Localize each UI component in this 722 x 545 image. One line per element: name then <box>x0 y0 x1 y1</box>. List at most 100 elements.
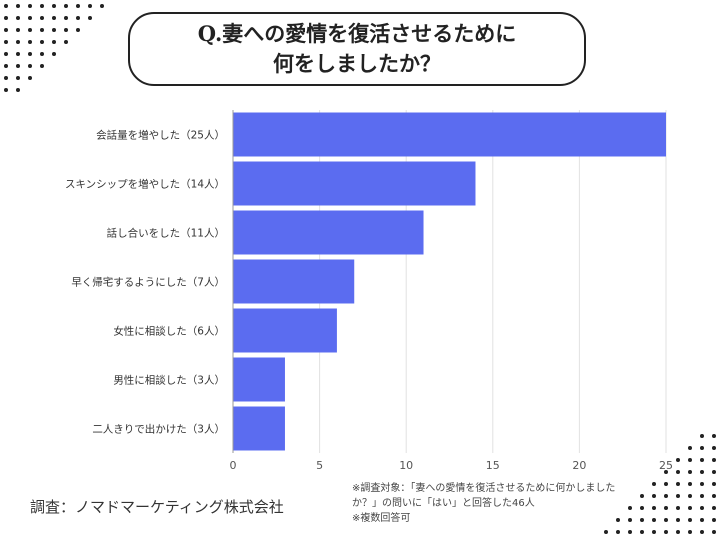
dot <box>652 494 656 498</box>
dot <box>640 494 644 498</box>
dot <box>712 482 716 486</box>
dot <box>64 28 68 32</box>
dot <box>4 52 8 56</box>
title-box: Q.妻への愛情を復活させるために 何をしましたか？ <box>128 12 586 86</box>
category-label: 早く帰宅するようにした（7人） <box>71 276 225 289</box>
survey-note: ※調査対象：「妻への愛情を復活させるために何かしました か？」の問いに「はい」と… <box>352 481 670 526</box>
survey-credit: 調査：ノマドマーケティング株式会社 <box>30 498 284 516</box>
x-tick-label: 25 <box>659 459 673 472</box>
bar <box>233 210 424 255</box>
dot <box>16 40 20 44</box>
dot <box>52 4 56 8</box>
dot <box>16 28 20 32</box>
dot <box>664 482 668 486</box>
dot <box>100 4 104 8</box>
note-line-2: か？」の問いに「はい」と回答した46人 <box>352 498 535 509</box>
dot <box>16 64 20 68</box>
dot <box>88 4 92 8</box>
dot <box>700 530 704 534</box>
dot <box>652 530 656 534</box>
dot <box>676 506 680 510</box>
dot <box>652 506 656 510</box>
dot <box>40 52 44 56</box>
dot <box>712 470 716 474</box>
dot <box>640 518 644 522</box>
dot <box>688 470 692 474</box>
title-line-1: Q.妻への愛情を復活させるために <box>197 21 517 46</box>
dot <box>700 446 704 450</box>
dot <box>40 16 44 20</box>
dot <box>676 494 680 498</box>
dot <box>16 4 20 8</box>
dot <box>688 458 692 462</box>
bar <box>233 406 285 451</box>
dot <box>40 4 44 8</box>
dot <box>628 518 632 522</box>
dot <box>28 64 32 68</box>
dot <box>688 446 692 450</box>
dot <box>4 28 8 32</box>
dot <box>676 458 680 462</box>
dot <box>604 530 608 534</box>
dot <box>688 494 692 498</box>
dot <box>676 530 680 534</box>
dot <box>688 482 692 486</box>
dot <box>40 28 44 32</box>
dot <box>652 518 656 522</box>
dot <box>64 16 68 20</box>
dot <box>664 470 668 474</box>
category-label: 男性に相談した（3人） <box>113 374 225 387</box>
category-label: 話し合いをした（11人） <box>107 227 225 240</box>
dot <box>64 4 68 8</box>
dot <box>664 494 668 498</box>
dot <box>712 518 716 522</box>
dot <box>16 16 20 20</box>
dot <box>688 530 692 534</box>
dot <box>640 506 644 510</box>
dot <box>88 16 92 20</box>
x-tick-label: 15 <box>486 459 500 472</box>
bar <box>233 308 337 353</box>
dot <box>640 530 644 534</box>
dot <box>628 506 632 510</box>
dot <box>712 446 716 450</box>
bar <box>233 161 476 206</box>
dot <box>52 28 56 32</box>
dot <box>76 16 80 20</box>
dot <box>712 434 716 438</box>
dot <box>28 4 32 8</box>
note-line-3: ※複数回答可 <box>352 513 411 524</box>
category-label: 二人きりで出かけた（3人） <box>92 423 225 436</box>
dot <box>52 16 56 20</box>
category-label: 会話量を増やした（25人） <box>96 129 225 142</box>
dot <box>628 530 632 534</box>
dot <box>700 494 704 498</box>
dot <box>676 518 680 522</box>
dot-pattern-bottom-right <box>604 434 716 534</box>
category-label: 女性に相談した（6人） <box>113 325 225 338</box>
dot <box>4 16 8 20</box>
dot <box>616 518 620 522</box>
dot <box>64 40 68 44</box>
dot <box>4 40 8 44</box>
dot <box>664 506 668 510</box>
bar <box>233 112 666 157</box>
bar <box>233 259 355 304</box>
dot <box>688 506 692 510</box>
dot <box>700 434 704 438</box>
dot <box>16 76 20 80</box>
dot <box>700 518 704 522</box>
dot <box>700 458 704 462</box>
bar <box>233 357 285 402</box>
dot <box>664 518 668 522</box>
dot <box>40 40 44 44</box>
bar-chart: 0 5 10 15 20 25 会話量を増やした（25人） スキンシップを増やした（14人） 話… <box>65 110 673 472</box>
dot-pattern-top-left <box>4 4 104 92</box>
dot <box>4 88 8 92</box>
dot <box>676 482 680 486</box>
title-line-2: 何をしましたか？ <box>273 51 441 76</box>
dot <box>76 4 80 8</box>
dot <box>688 518 692 522</box>
dot <box>616 530 620 534</box>
